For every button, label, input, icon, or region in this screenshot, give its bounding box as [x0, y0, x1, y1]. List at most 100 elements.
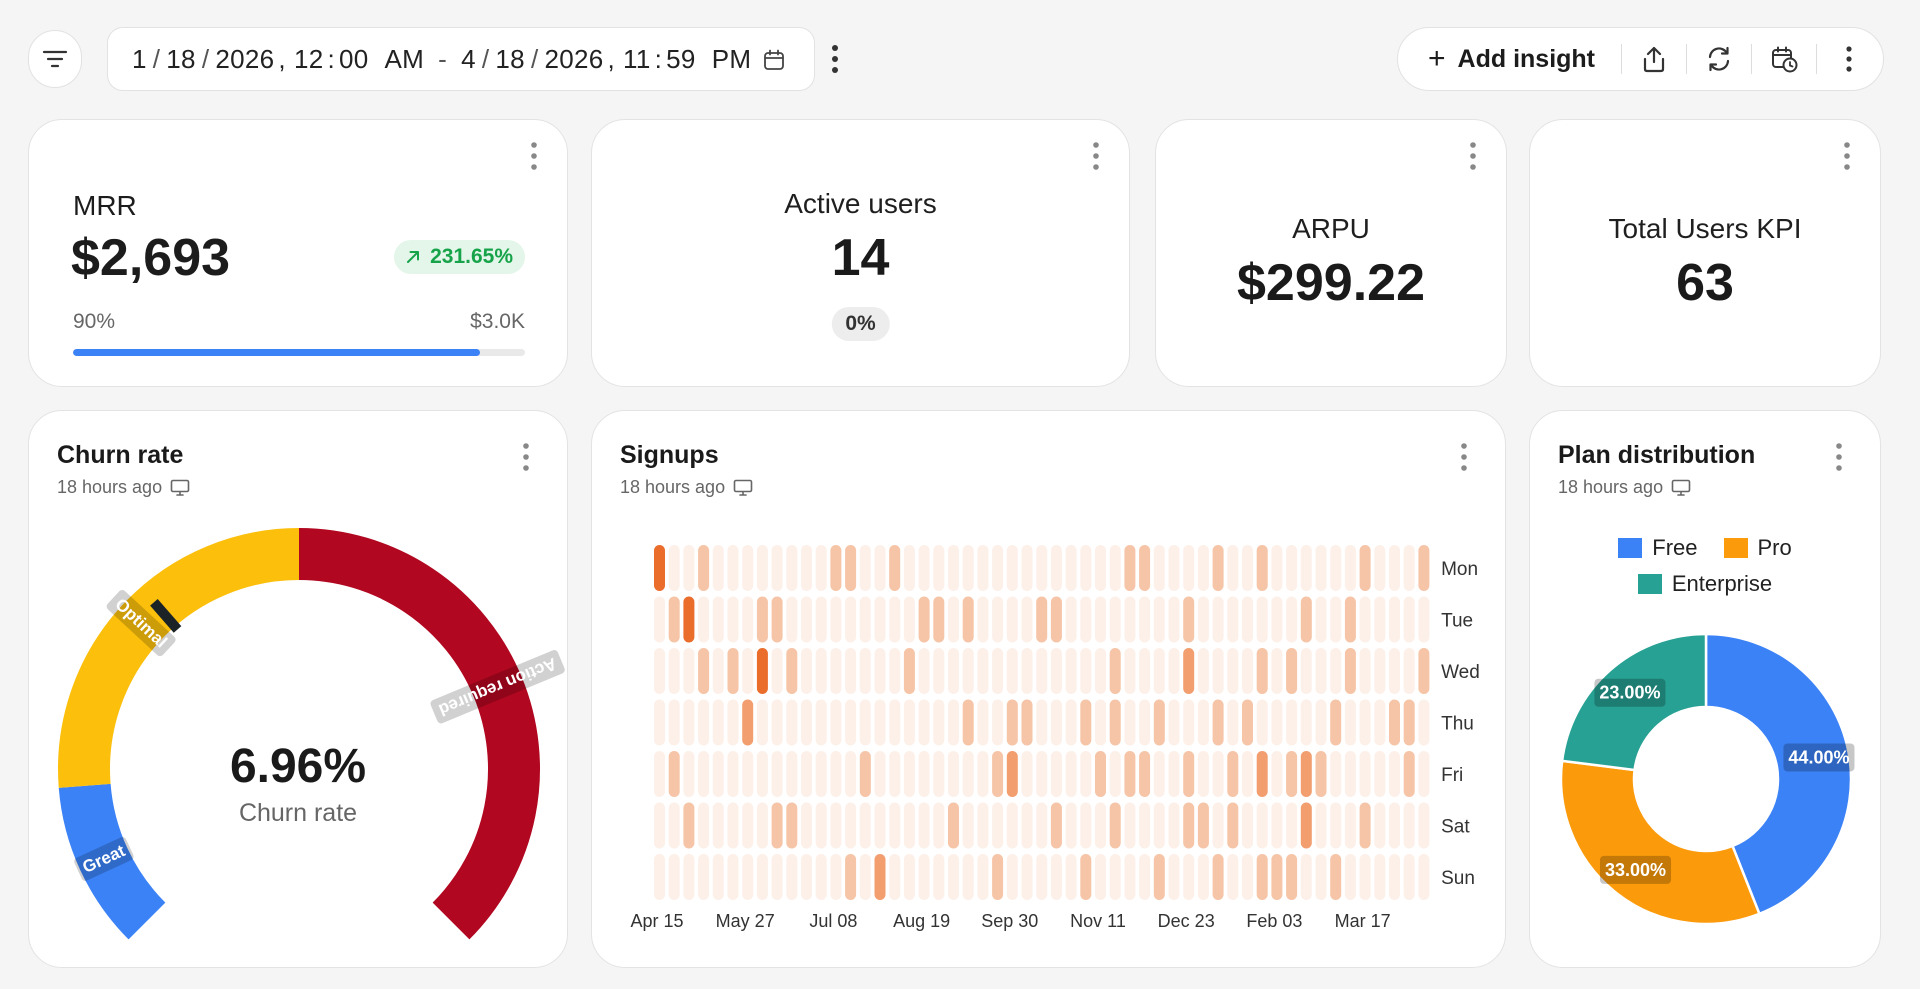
heatmap-cell[interactable] — [1330, 854, 1342, 900]
heatmap-cell[interactable] — [962, 545, 974, 591]
heatmap-cell[interactable] — [1389, 648, 1400, 694]
heatmap-cell[interactable] — [830, 802, 842, 849]
heatmap-cell[interactable] — [771, 545, 783, 591]
heatmap-cell[interactable] — [756, 545, 768, 591]
heatmap-cell[interactable] — [727, 802, 739, 849]
heatmap-cell[interactable] — [1095, 699, 1106, 746]
heatmap-cell[interactable] — [654, 596, 665, 643]
heatmap-cell[interactable] — [889, 596, 901, 643]
heatmap-cell[interactable] — [1168, 751, 1180, 797]
calendar-icon[interactable] — [762, 48, 786, 72]
heatmap-cell[interactable] — [683, 802, 695, 849]
heatmap-cell[interactable] — [786, 854, 798, 900]
heatmap-cell[interactable] — [1286, 545, 1298, 591]
heatmap-cell[interactable] — [1212, 699, 1224, 746]
heatmap-cell[interactable] — [1006, 596, 1018, 643]
heatmap-cell[interactable] — [1344, 648, 1356, 694]
heatmap-cell[interactable] — [756, 802, 768, 849]
heatmap-cell[interactable] — [830, 648, 842, 694]
heatmap-cell[interactable] — [1109, 699, 1121, 746]
start-minute[interactable]: 00 — [339, 43, 369, 74]
heatmap-cell[interactable] — [1021, 699, 1033, 746]
heatmap-cell[interactable] — [1006, 545, 1018, 591]
heatmap-cell[interactable] — [742, 699, 754, 746]
card-title[interactable]: Plan distribution — [1558, 441, 1756, 469]
heatmap-cell[interactable] — [668, 751, 680, 797]
heatmap-cell[interactable] — [1109, 802, 1121, 849]
filter-button[interactable] — [28, 30, 82, 88]
heatmap-cell[interactable] — [845, 751, 857, 797]
heatmap-cell[interactable] — [1021, 751, 1033, 797]
heatmap-cell[interactable] — [992, 648, 1004, 694]
heatmap-cell[interactable] — [1036, 751, 1048, 797]
heatmap-cell[interactable] — [1389, 699, 1400, 746]
heatmap-cell[interactable] — [1271, 802, 1283, 849]
heatmap-cell[interactable] — [668, 802, 680, 849]
heatmap-cell[interactable] — [815, 802, 827, 849]
heatmap-cell[interactable] — [889, 751, 901, 797]
heatmap-cell[interactable] — [918, 699, 930, 746]
heatmap-cell[interactable] — [1050, 802, 1062, 849]
heatmap-cell[interactable] — [1168, 596, 1180, 643]
heatmap-cell[interactable] — [845, 699, 857, 746]
heatmap-cell[interactable] — [1315, 854, 1327, 900]
heatmap-cell[interactable] — [654, 545, 665, 591]
heatmap-cell[interactable] — [1286, 596, 1298, 643]
legend-item[interactable]: Enterprise — [1637, 571, 1772, 597]
more-options-button[interactable] — [1817, 28, 1881, 90]
heatmap-cell[interactable] — [1271, 751, 1283, 797]
add-insight-button[interactable]: + Add insight — [1398, 28, 1621, 90]
donut-slice-pro[interactable] — [1559, 759, 1762, 926]
heatmap-cell[interactable] — [1139, 751, 1151, 797]
heatmap-cell[interactable] — [962, 648, 974, 694]
heatmap-cell[interactable] — [1124, 802, 1136, 849]
heatmap-cell[interactable] — [845, 596, 857, 643]
heatmap-cell[interactable] — [771, 854, 783, 900]
heatmap-cell[interactable] — [1197, 751, 1209, 797]
heatmap-cell[interactable] — [654, 854, 665, 900]
heatmap-cell[interactable] — [1300, 854, 1312, 900]
heatmap-cell[interactable] — [1389, 596, 1400, 643]
heatmap-cell[interactable] — [918, 751, 930, 797]
heatmap-cell[interactable] — [948, 648, 959, 694]
heatmap-cell[interactable] — [859, 545, 871, 591]
heatmap-cell[interactable] — [801, 751, 812, 797]
heatmap-cell[interactable] — [845, 545, 857, 591]
heatmap-cell[interactable] — [1065, 751, 1077, 797]
heatmap-cell[interactable] — [1418, 802, 1430, 849]
heatmap-cell[interactable] — [742, 545, 754, 591]
heatmap-cell[interactable] — [712, 802, 724, 849]
heatmap-cell[interactable] — [1227, 802, 1239, 849]
heatmap-cell[interactable] — [1256, 545, 1268, 591]
heatmap-cell[interactable] — [889, 648, 901, 694]
end-day[interactable]: 18 — [495, 43, 525, 74]
refresh-button[interactable] — [1687, 28, 1751, 90]
heatmap-cell[interactable] — [712, 854, 724, 900]
heatmap-cell[interactable] — [1418, 854, 1430, 900]
heatmap-cell[interactable] — [712, 596, 724, 643]
heatmap-cell[interactable] — [1389, 802, 1400, 849]
heatmap-cell[interactable] — [1036, 596, 1048, 643]
kebab-icon[interactable] — [1834, 441, 1844, 473]
heatmap-cell[interactable] — [1212, 854, 1224, 900]
heatmap-cell[interactable] — [1080, 648, 1092, 694]
heatmap-cell[interactable] — [668, 596, 680, 643]
heatmap-cell[interactable] — [933, 648, 945, 694]
kebab-icon[interactable] — [1091, 140, 1101, 172]
heatmap-cell[interactable] — [918, 854, 930, 900]
heatmap-cell[interactable] — [903, 596, 915, 643]
heatmap-cell[interactable] — [1286, 751, 1298, 797]
heatmap-cell[interactable] — [1050, 854, 1062, 900]
heatmap-cell[interactable] — [801, 854, 812, 900]
heatmap-cell[interactable] — [727, 854, 739, 900]
heatmap-cell[interactable] — [786, 751, 798, 797]
heatmap-cell[interactable] — [933, 854, 945, 900]
heatmap-cell[interactable] — [1374, 802, 1386, 849]
heatmap-cell[interactable] — [1242, 751, 1253, 797]
heatmap-cell[interactable] — [786, 699, 798, 746]
heatmap-cell[interactable] — [1300, 648, 1312, 694]
heatmap-cell[interactable] — [977, 854, 989, 900]
heatmap-cell[interactable] — [889, 699, 901, 746]
heatmap-cell[interactable] — [1153, 596, 1165, 643]
heatmap-cell[interactable] — [903, 802, 915, 849]
